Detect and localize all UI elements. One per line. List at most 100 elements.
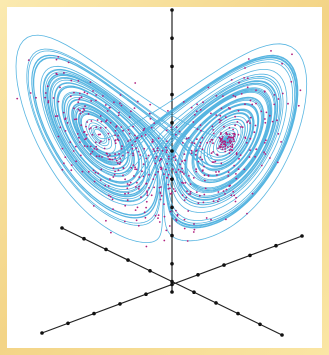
attractor-dot <box>77 108 80 111</box>
attractor-dot <box>211 161 214 164</box>
attractor-dot <box>273 94 276 96</box>
attractor-dot <box>197 160 200 163</box>
attractor-dot <box>167 158 170 160</box>
attractor-dot <box>210 112 212 115</box>
attractor-dot <box>209 140 212 143</box>
attractor-dot <box>78 97 81 100</box>
attractor-dot <box>110 231 112 234</box>
attractor-dot <box>64 117 67 120</box>
attractor-dot <box>89 145 92 148</box>
axis-tick <box>60 226 64 230</box>
attractor-dot <box>179 163 182 166</box>
attractor-dot <box>115 159 118 162</box>
attractor-dot <box>172 156 175 159</box>
attractor-dot <box>127 151 129 154</box>
attractor-dot <box>27 59 30 61</box>
attractor-dot <box>243 77 246 79</box>
attractor-dot <box>233 194 236 197</box>
attractor-dot <box>105 152 108 155</box>
attractor-dot <box>89 127 92 129</box>
attractor-dot <box>99 133 101 136</box>
attractor-dot <box>112 208 114 211</box>
attractor-dot <box>247 58 250 60</box>
attractor-dot <box>118 111 120 114</box>
axis-tick <box>118 302 122 306</box>
attractor-dot <box>229 142 232 145</box>
attractor-dot <box>127 192 130 195</box>
axis-tick <box>170 8 174 12</box>
attractor-dot <box>47 101 50 104</box>
attractor-dot <box>240 93 243 95</box>
attractor-dot <box>143 127 146 130</box>
attractor-dot <box>77 80 80 82</box>
attractor-dot <box>80 96 83 98</box>
attractor-dot <box>185 137 188 140</box>
attractor-dot <box>263 90 266 93</box>
axis-tick <box>280 333 284 337</box>
attractor-dot <box>137 150 140 153</box>
attractor-dot <box>98 155 101 158</box>
attractor-dot <box>281 92 284 95</box>
attractor-dot <box>120 104 123 107</box>
attractor-dot <box>251 192 254 195</box>
attractor-dot <box>107 132 110 135</box>
axis-tick <box>300 234 304 238</box>
attractor-dot <box>297 104 300 107</box>
attractor-dot <box>150 126 153 129</box>
attractor-dot <box>73 107 75 110</box>
attractor-dot <box>77 101 80 104</box>
attractor-dot <box>104 126 107 129</box>
attractor-dot <box>95 145 98 148</box>
attractor-dot <box>55 58 58 61</box>
attractor-dot <box>227 175 230 177</box>
attractor-dot <box>85 133 88 136</box>
attractor-dot <box>206 141 209 144</box>
attractor-dot <box>136 181 138 184</box>
attractor-dot <box>111 198 114 201</box>
attractor-dot <box>221 148 224 151</box>
attractor-dot <box>160 186 162 188</box>
attractor-dot <box>233 164 236 167</box>
attractor-dot <box>133 107 136 109</box>
attractor-dot <box>46 85 49 88</box>
attractor-dot <box>237 168 240 171</box>
attractor-dot <box>184 181 187 184</box>
attractor-dot <box>233 140 236 143</box>
attractor-dot <box>290 80 293 83</box>
attractor-dot <box>237 109 240 112</box>
attractor-dot <box>140 135 143 138</box>
attractor-dot <box>79 112 82 115</box>
attractor-dot <box>134 166 137 169</box>
attractor-dot <box>202 101 204 104</box>
attractor-dot <box>193 228 196 231</box>
attractor-dot <box>94 171 97 174</box>
attractor-dot <box>147 154 150 157</box>
attractor-dot <box>202 201 205 204</box>
attractor-dot <box>153 122 156 124</box>
attractor-dot <box>101 156 103 158</box>
attractor-dot <box>64 156 67 159</box>
axis-tick <box>144 292 148 297</box>
attractor-dot <box>187 137 190 139</box>
attractor-dot <box>142 129 145 132</box>
attractor-dot <box>199 145 201 148</box>
attractor-dot <box>75 118 78 120</box>
attractor-dot <box>246 77 249 79</box>
attractor-dot <box>128 184 131 186</box>
attractor-dot <box>165 151 168 154</box>
attractor-dot <box>269 157 271 159</box>
attractor-dot <box>57 135 60 138</box>
attractor-dot <box>237 133 240 136</box>
attractor-dot <box>241 126 244 128</box>
attractor-dot <box>127 129 130 131</box>
attractor-dot <box>16 97 19 100</box>
attractor-dot <box>67 61 70 64</box>
attractor-dot <box>62 111 65 114</box>
attractor-dot <box>199 141 202 144</box>
attractor-dot <box>236 121 239 123</box>
attractor-trajectory <box>15 34 308 243</box>
attractor-dot <box>136 100 139 103</box>
attractor-dot <box>165 146 167 149</box>
attractor-dot <box>212 129 215 131</box>
attractor-dot <box>281 62 283 65</box>
